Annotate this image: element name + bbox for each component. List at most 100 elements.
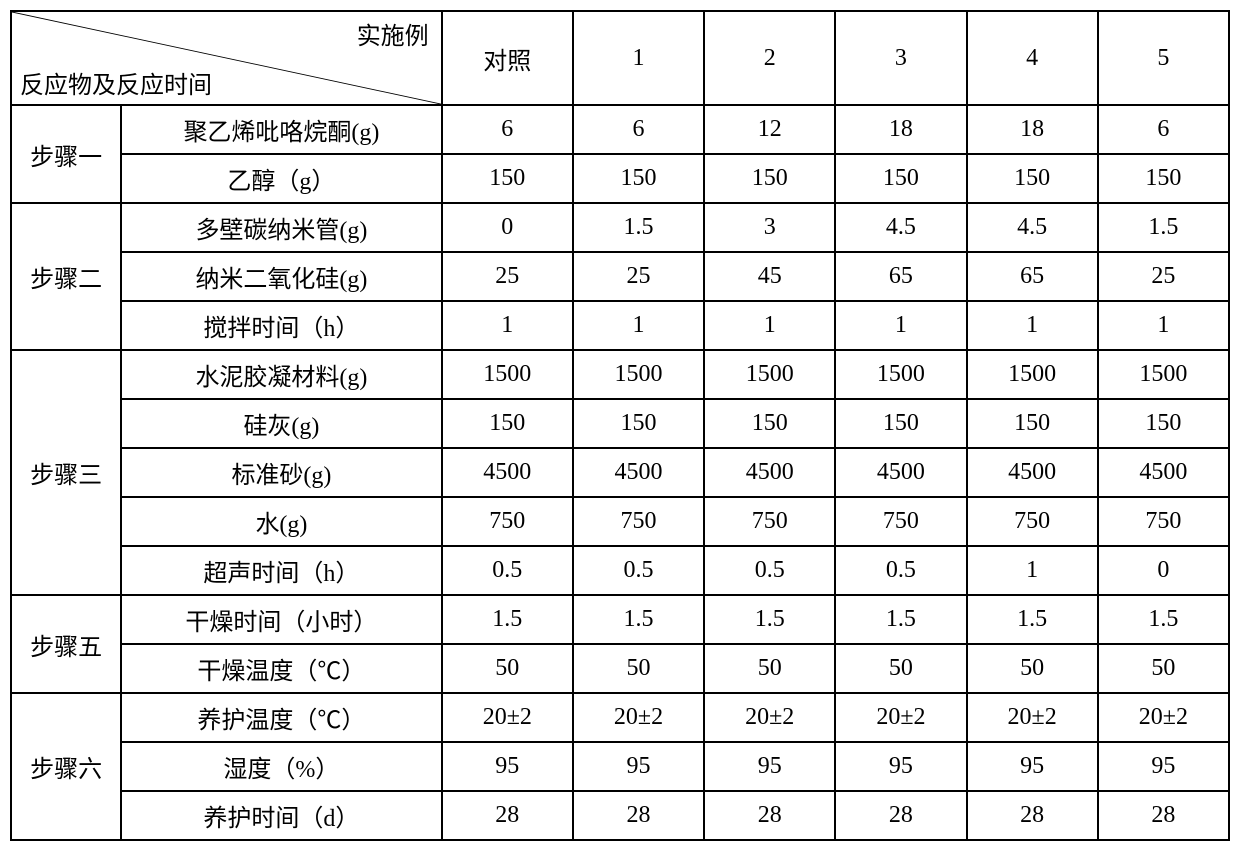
- data-cell: 1500: [967, 350, 1098, 399]
- data-cell: 750: [835, 497, 966, 546]
- data-cell: 150: [1098, 399, 1229, 448]
- data-cell: 50: [704, 644, 835, 693]
- data-cell: 1.5: [1098, 203, 1229, 252]
- data-cell: 18: [835, 105, 966, 154]
- data-cell: 1.5: [967, 595, 1098, 644]
- header-top-label: 实施例: [357, 16, 429, 51]
- data-cell: 28: [967, 791, 1098, 840]
- data-cell: 25: [573, 252, 704, 301]
- data-cell: 95: [967, 742, 1098, 791]
- group-label: 步骤五: [11, 595, 121, 693]
- data-cell: 28: [442, 791, 573, 840]
- data-cell: 750: [704, 497, 835, 546]
- data-cell: 0.5: [835, 546, 966, 595]
- col-header: 4: [967, 11, 1098, 105]
- data-cell: 28: [835, 791, 966, 840]
- data-cell: 4500: [442, 448, 573, 497]
- row-label: 养护时间（d）: [121, 791, 442, 840]
- row-label: 干燥时间（小时）: [121, 595, 442, 644]
- data-cell: 150: [442, 399, 573, 448]
- data-cell: 150: [967, 154, 1098, 203]
- data-cell: 65: [835, 252, 966, 301]
- data-cell: 150: [967, 399, 1098, 448]
- row-label: 搅拌时间（h）: [121, 301, 442, 350]
- col-header: 3: [835, 11, 966, 105]
- data-cell: 95: [442, 742, 573, 791]
- data-cell: 4500: [573, 448, 704, 497]
- data-cell: 1.5: [573, 203, 704, 252]
- data-cell: 150: [835, 399, 966, 448]
- data-cell: 95: [573, 742, 704, 791]
- header-bottom-label: 反应物及反应时间: [20, 65, 212, 100]
- data-cell: 0.5: [442, 546, 573, 595]
- group-label: 步骤三: [11, 350, 121, 595]
- row-label: 纳米二氧化硅(g): [121, 252, 442, 301]
- data-cell: 50: [967, 644, 1098, 693]
- row-label: 聚乙烯吡咯烷酮(g): [121, 105, 442, 154]
- data-cell: 20±2: [573, 693, 704, 742]
- data-cell: 1: [442, 301, 573, 350]
- data-cell: 45: [704, 252, 835, 301]
- data-cell: 28: [573, 791, 704, 840]
- data-cell: 0: [442, 203, 573, 252]
- data-cell: 150: [573, 399, 704, 448]
- data-cell: 1: [1098, 301, 1229, 350]
- data-cell: 1.5: [442, 595, 573, 644]
- row-label: 标准砂(g): [121, 448, 442, 497]
- data-cell: 20±2: [835, 693, 966, 742]
- data-cell: 750: [967, 497, 1098, 546]
- data-cell: 1500: [704, 350, 835, 399]
- data-cell: 18: [967, 105, 1098, 154]
- row-label: 干燥温度（℃）: [121, 644, 442, 693]
- data-cell: 0.5: [704, 546, 835, 595]
- experiment-table: 实施例反应物及反应时间对照12345步骤一聚乙烯吡咯烷酮(g)661218186…: [10, 10, 1230, 841]
- data-cell: 4500: [704, 448, 835, 497]
- data-cell: 150: [442, 154, 573, 203]
- data-cell: 0: [1098, 546, 1229, 595]
- data-cell: 20±2: [967, 693, 1098, 742]
- data-cell: 3: [704, 203, 835, 252]
- data-cell: 6: [1098, 105, 1229, 154]
- row-label: 超声时间（h）: [121, 546, 442, 595]
- data-cell: 750: [1098, 497, 1229, 546]
- data-cell: 28: [1098, 791, 1229, 840]
- data-cell: 50: [573, 644, 704, 693]
- data-cell: 95: [1098, 742, 1229, 791]
- data-cell: 4500: [967, 448, 1098, 497]
- data-cell: 750: [573, 497, 704, 546]
- data-cell: 1500: [835, 350, 966, 399]
- data-cell: 25: [442, 252, 573, 301]
- data-cell: 4.5: [967, 203, 1098, 252]
- data-cell: 4.5: [835, 203, 966, 252]
- data-cell: 1500: [573, 350, 704, 399]
- row-label: 养护温度（℃）: [121, 693, 442, 742]
- row-label: 硅灰(g): [121, 399, 442, 448]
- data-cell: 1: [573, 301, 704, 350]
- data-cell: 1.5: [704, 595, 835, 644]
- data-cell: 12: [704, 105, 835, 154]
- row-label: 水(g): [121, 497, 442, 546]
- data-cell: 65: [967, 252, 1098, 301]
- data-cell: 1.5: [573, 595, 704, 644]
- data-cell: 150: [835, 154, 966, 203]
- data-cell: 1: [967, 546, 1098, 595]
- col-header: 对照: [442, 11, 573, 105]
- data-cell: 1.5: [835, 595, 966, 644]
- data-cell: 0.5: [573, 546, 704, 595]
- data-cell: 1500: [1098, 350, 1229, 399]
- data-cell: 150: [704, 399, 835, 448]
- data-cell: 1: [704, 301, 835, 350]
- data-cell: 50: [835, 644, 966, 693]
- data-cell: 6: [442, 105, 573, 154]
- data-cell: 150: [1098, 154, 1229, 203]
- data-cell: 28: [704, 791, 835, 840]
- row-label: 多壁碳纳米管(g): [121, 203, 442, 252]
- data-cell: 4500: [1098, 448, 1229, 497]
- col-header: 1: [573, 11, 704, 105]
- row-label: 湿度（%）: [121, 742, 442, 791]
- data-cell: 95: [835, 742, 966, 791]
- data-cell: 150: [573, 154, 704, 203]
- data-cell: 6: [573, 105, 704, 154]
- header-diagonal-cell: 实施例反应物及反应时间: [11, 11, 442, 105]
- col-header: 5: [1098, 11, 1229, 105]
